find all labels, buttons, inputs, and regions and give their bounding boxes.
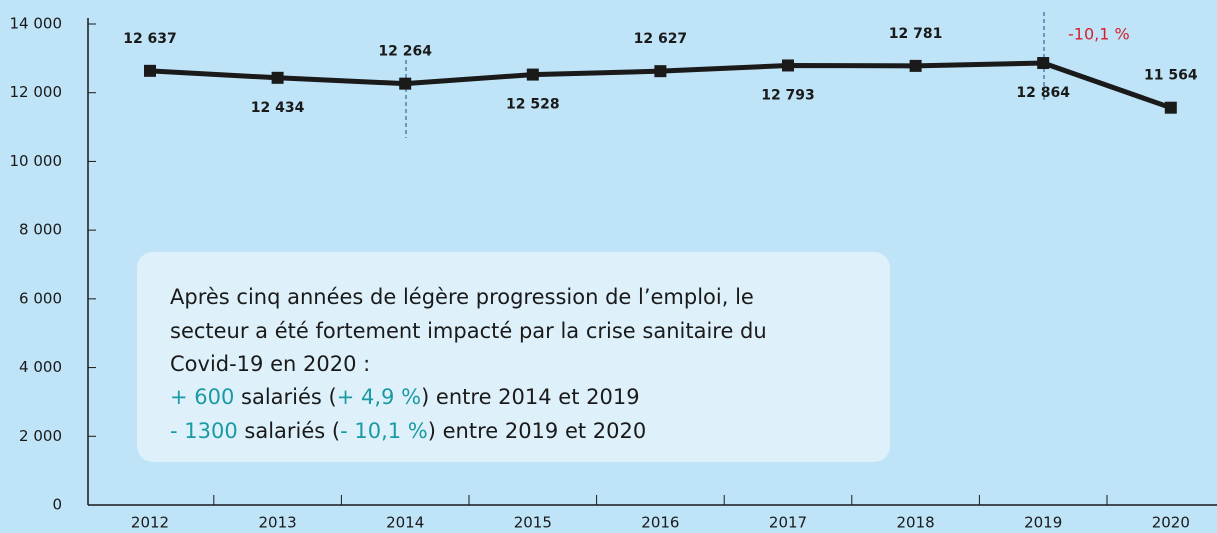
y-tick-label: 0 [52,496,62,514]
x-tick-label: 2013 [259,514,297,532]
marker [526,68,539,81]
note-text: ) entre 2019 et 2020 [428,419,647,443]
marker [1037,57,1050,70]
note-line: + 600 salariés (+ 4,9 %) entre 2014 et 2… [170,385,640,409]
y-tick-label: 12 000 [10,83,63,101]
x-tick-label: 2016 [641,514,679,532]
marker [1164,101,1177,114]
note-text: salariés ( [238,419,340,443]
marker [399,77,412,90]
value-label: 12 864 [1016,85,1070,101]
y-tick-label: 4 000 [19,358,62,376]
note-line: Après cinq années de légère progression … [170,285,754,309]
marker [909,59,922,72]
value-label: 12 528 [506,97,560,113]
note-highlight: + 600 [170,385,234,409]
y-tick-label: 14 000 [10,15,63,33]
note-line: - 1300 salariés (- 10,1 %) entre 2019 et… [170,419,646,443]
x-tick-label: 2015 [514,514,552,532]
value-label: 12 627 [634,31,688,47]
value-label: 12 264 [378,44,432,60]
y-tick-label: 10 000 [10,152,63,170]
x-tick-label: 2012 [131,514,169,532]
note-text: ) entre 2014 et 2019 [421,385,640,409]
x-tick-label: 2020 [1152,514,1190,532]
marker [654,65,667,78]
x-tick-label: 2019 [1024,514,1062,532]
note-line: Covid-19 en 2020 : [170,352,370,376]
value-label: 12 793 [761,87,815,103]
note-box [137,252,890,462]
value-label: 12 637 [123,31,177,47]
y-tick-label: 2 000 [19,427,62,445]
value-label: 11 564 [1144,68,1198,84]
y-tick-label: 6 000 [19,289,62,307]
marker [144,64,156,77]
x-tick-label: 2017 [769,514,807,532]
value-label: 12 434 [251,100,305,116]
annotation: -10,1 % [1068,25,1130,44]
x-tick-label: 2018 [897,514,935,532]
note-highlight: + 4,9 % [337,385,421,409]
x-tick-label: 2014 [386,514,424,532]
marker [271,71,284,84]
marker [782,59,794,72]
y-tick-label: 8 000 [19,221,62,239]
note-highlight: - 10,1 % [340,419,428,443]
value-label: 12 781 [889,26,943,42]
note-text: salariés ( [234,385,336,409]
note-line: secteur a été fortement impacté par la c… [170,319,767,343]
note-highlight: - 1300 [170,419,238,443]
